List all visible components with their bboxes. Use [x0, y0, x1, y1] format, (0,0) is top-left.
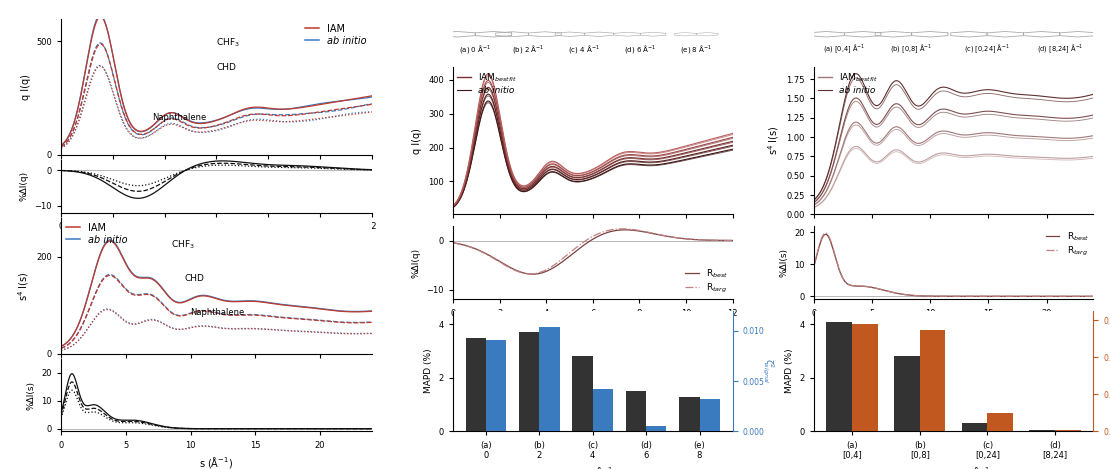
- R$_{best}$: [618, 227, 632, 233]
- Bar: [679, 397, 699, 431]
- Bar: [699, 399, 719, 431]
- Legend: R$_{best}$, R$_{targ}$: R$_{best}$, R$_{targ}$: [685, 268, 728, 295]
- Y-axis label: %ΔI(s): %ΔI(s): [27, 381, 36, 409]
- Line: R$_{best}$: R$_{best}$: [814, 234, 1093, 296]
- Line: R$_{targ}$: R$_{targ}$: [814, 233, 1093, 296]
- X-axis label: s (Å$^{-1}$): s (Å$^{-1}$): [937, 323, 970, 338]
- R$_{targ}$: [480, 252, 493, 257]
- Line: R$_{best}$: R$_{best}$: [453, 230, 733, 274]
- Text: (e) 8 Å$^{-1}$: (e) 8 Å$^{-1}$: [680, 43, 713, 55]
- R$_{best}$: [726, 238, 739, 243]
- Bar: [626, 391, 646, 431]
- R$_{best}$: [1080, 294, 1093, 299]
- Y-axis label: %ΔI(q): %ΔI(q): [412, 248, 421, 278]
- R$_{best}$: [557, 257, 571, 263]
- R$_{best}$: [807, 264, 820, 270]
- R$_{best}$: [649, 231, 663, 237]
- Bar: [646, 426, 666, 431]
- Text: (c) 4 Å$^{-1}$: (c) 4 Å$^{-1}$: [568, 43, 601, 55]
- Bar: [827, 322, 852, 431]
- R$_{best}$: [624, 227, 637, 233]
- R$_{targ}$: [524, 271, 537, 277]
- R$_{best}$: [940, 294, 953, 299]
- R$_{targ}$: [1087, 294, 1100, 299]
- Y-axis label: MAPD (%): MAPD (%): [424, 349, 433, 393]
- Line: R$_{targ}$: R$_{targ}$: [453, 229, 733, 274]
- Legend: IAM$_{best fit}$, ab initio: IAM$_{best fit}$, ab initio: [457, 71, 517, 95]
- R$_{best}$: [480, 251, 493, 257]
- Bar: [961, 424, 987, 431]
- X-axis label: q$_{min}$ (Å$^{-1}$): q$_{min}$ (Å$^{-1}$): [568, 465, 617, 469]
- Text: Naphthalene: Naphthalene: [152, 113, 206, 121]
- R$_{targ}$: [538, 268, 552, 273]
- R$_{targ}$: [819, 230, 832, 236]
- Text: Naphthalene: Naphthalene: [191, 308, 244, 317]
- Y-axis label: MAPD (%): MAPD (%): [785, 349, 794, 393]
- R$_{targ}$: [1080, 294, 1093, 299]
- Bar: [1029, 430, 1054, 431]
- Y-axis label: s$^4$ I(s): s$^4$ I(s): [766, 126, 780, 156]
- Bar: [539, 327, 559, 431]
- Y-axis label: s$^4$ I(s): s$^4$ I(s): [16, 271, 31, 301]
- Bar: [894, 356, 920, 431]
- Legend: IAM, ab initio: IAM, ab initio: [305, 23, 367, 45]
- R$_{targ}$: [940, 294, 953, 299]
- Text: (d) 6 Å$^{-1}$: (d) 6 Å$^{-1}$: [624, 43, 656, 55]
- Bar: [852, 324, 878, 431]
- Bar: [920, 330, 946, 431]
- R$_{best}$: [942, 294, 956, 299]
- Y-axis label: %ΔI(q): %ΔI(q): [20, 171, 29, 201]
- R$_{targ}$: [726, 238, 739, 243]
- R$_{best}$: [819, 232, 832, 237]
- R$_{best}$: [1087, 294, 1100, 299]
- Y-axis label: %ΔI(s): %ΔI(s): [779, 248, 788, 277]
- R$_{targ}$: [975, 294, 988, 299]
- Bar: [573, 356, 593, 431]
- R$_{targ}$: [959, 294, 972, 299]
- R$_{best}$: [975, 294, 988, 299]
- X-axis label: s (Å$^{-1}$): s (Å$^{-1}$): [200, 455, 233, 469]
- Text: CHD: CHD: [184, 274, 204, 283]
- R$_{targ}$: [650, 231, 664, 237]
- R$_{targ}$: [446, 240, 460, 246]
- X-axis label: q (Å$^{-1}$): q (Å$^{-1}$): [199, 236, 234, 252]
- R$_{best}$: [650, 232, 664, 237]
- X-axis label: q (Å$^{-1}$): q (Å$^{-1}$): [575, 323, 610, 339]
- Text: (b) 2 Å$^{-1}$: (b) 2 Å$^{-1}$: [512, 43, 545, 55]
- Y-axis label: ζ$^2_{signal}$: ζ$^2_{signal}$: [759, 358, 775, 384]
- R$_{targ}$: [616, 226, 629, 232]
- R$_{targ}$: [624, 227, 637, 232]
- Legend: IAM, ab initio: IAM, ab initio: [65, 223, 128, 245]
- R$_{best}$: [526, 272, 539, 277]
- R$_{targ}$: [649, 231, 663, 237]
- Bar: [593, 389, 613, 431]
- Text: (b) [0,8] Å$^{-1}$: (b) [0,8] Å$^{-1}$: [890, 42, 932, 55]
- Text: (c) [0,24] Å$^{-1}$: (c) [0,24] Å$^{-1}$: [965, 42, 1010, 55]
- Text: (d) [8,24] Å$^{-1}$: (d) [8,24] Å$^{-1}$: [1037, 42, 1083, 55]
- Text: CHF$_3$: CHF$_3$: [171, 238, 195, 250]
- R$_{best}$: [1037, 294, 1050, 299]
- R$_{targ}$: [807, 264, 820, 269]
- Text: (a) 0 Å$^{-1}$: (a) 0 Å$^{-1}$: [460, 43, 492, 55]
- X-axis label: [s$_{min}$, s$_{max}$] (Å$^{-1}$): [s$_{min}$, s$_{max}$] (Å$^{-1}$): [912, 465, 995, 469]
- Text: (a) [0,4] Å$^{-1}$: (a) [0,4] Å$^{-1}$: [824, 42, 866, 55]
- Bar: [486, 340, 506, 431]
- Text: CHF$_3$: CHF$_3$: [216, 37, 240, 49]
- Text: CHD: CHD: [216, 63, 236, 72]
- R$_{best}$: [959, 294, 972, 299]
- Bar: [1054, 430, 1081, 431]
- Legend: IAM$_{best fit}$, ab initio: IAM$_{best fit}$, ab initio: [818, 71, 878, 95]
- R$_{best}$: [538, 269, 552, 275]
- Bar: [987, 413, 1013, 431]
- Y-axis label: q I(q): q I(q): [21, 74, 31, 99]
- R$_{targ}$: [942, 294, 956, 299]
- Y-axis label: q I(q): q I(q): [413, 128, 423, 154]
- R$_{targ}$: [1037, 294, 1050, 299]
- R$_{best}$: [446, 240, 460, 246]
- R$_{targ}$: [557, 254, 571, 260]
- Bar: [465, 338, 486, 431]
- Legend: R$_{best}$, R$_{targ}$: R$_{best}$, R$_{targ}$: [1046, 230, 1089, 257]
- Bar: [519, 333, 539, 431]
